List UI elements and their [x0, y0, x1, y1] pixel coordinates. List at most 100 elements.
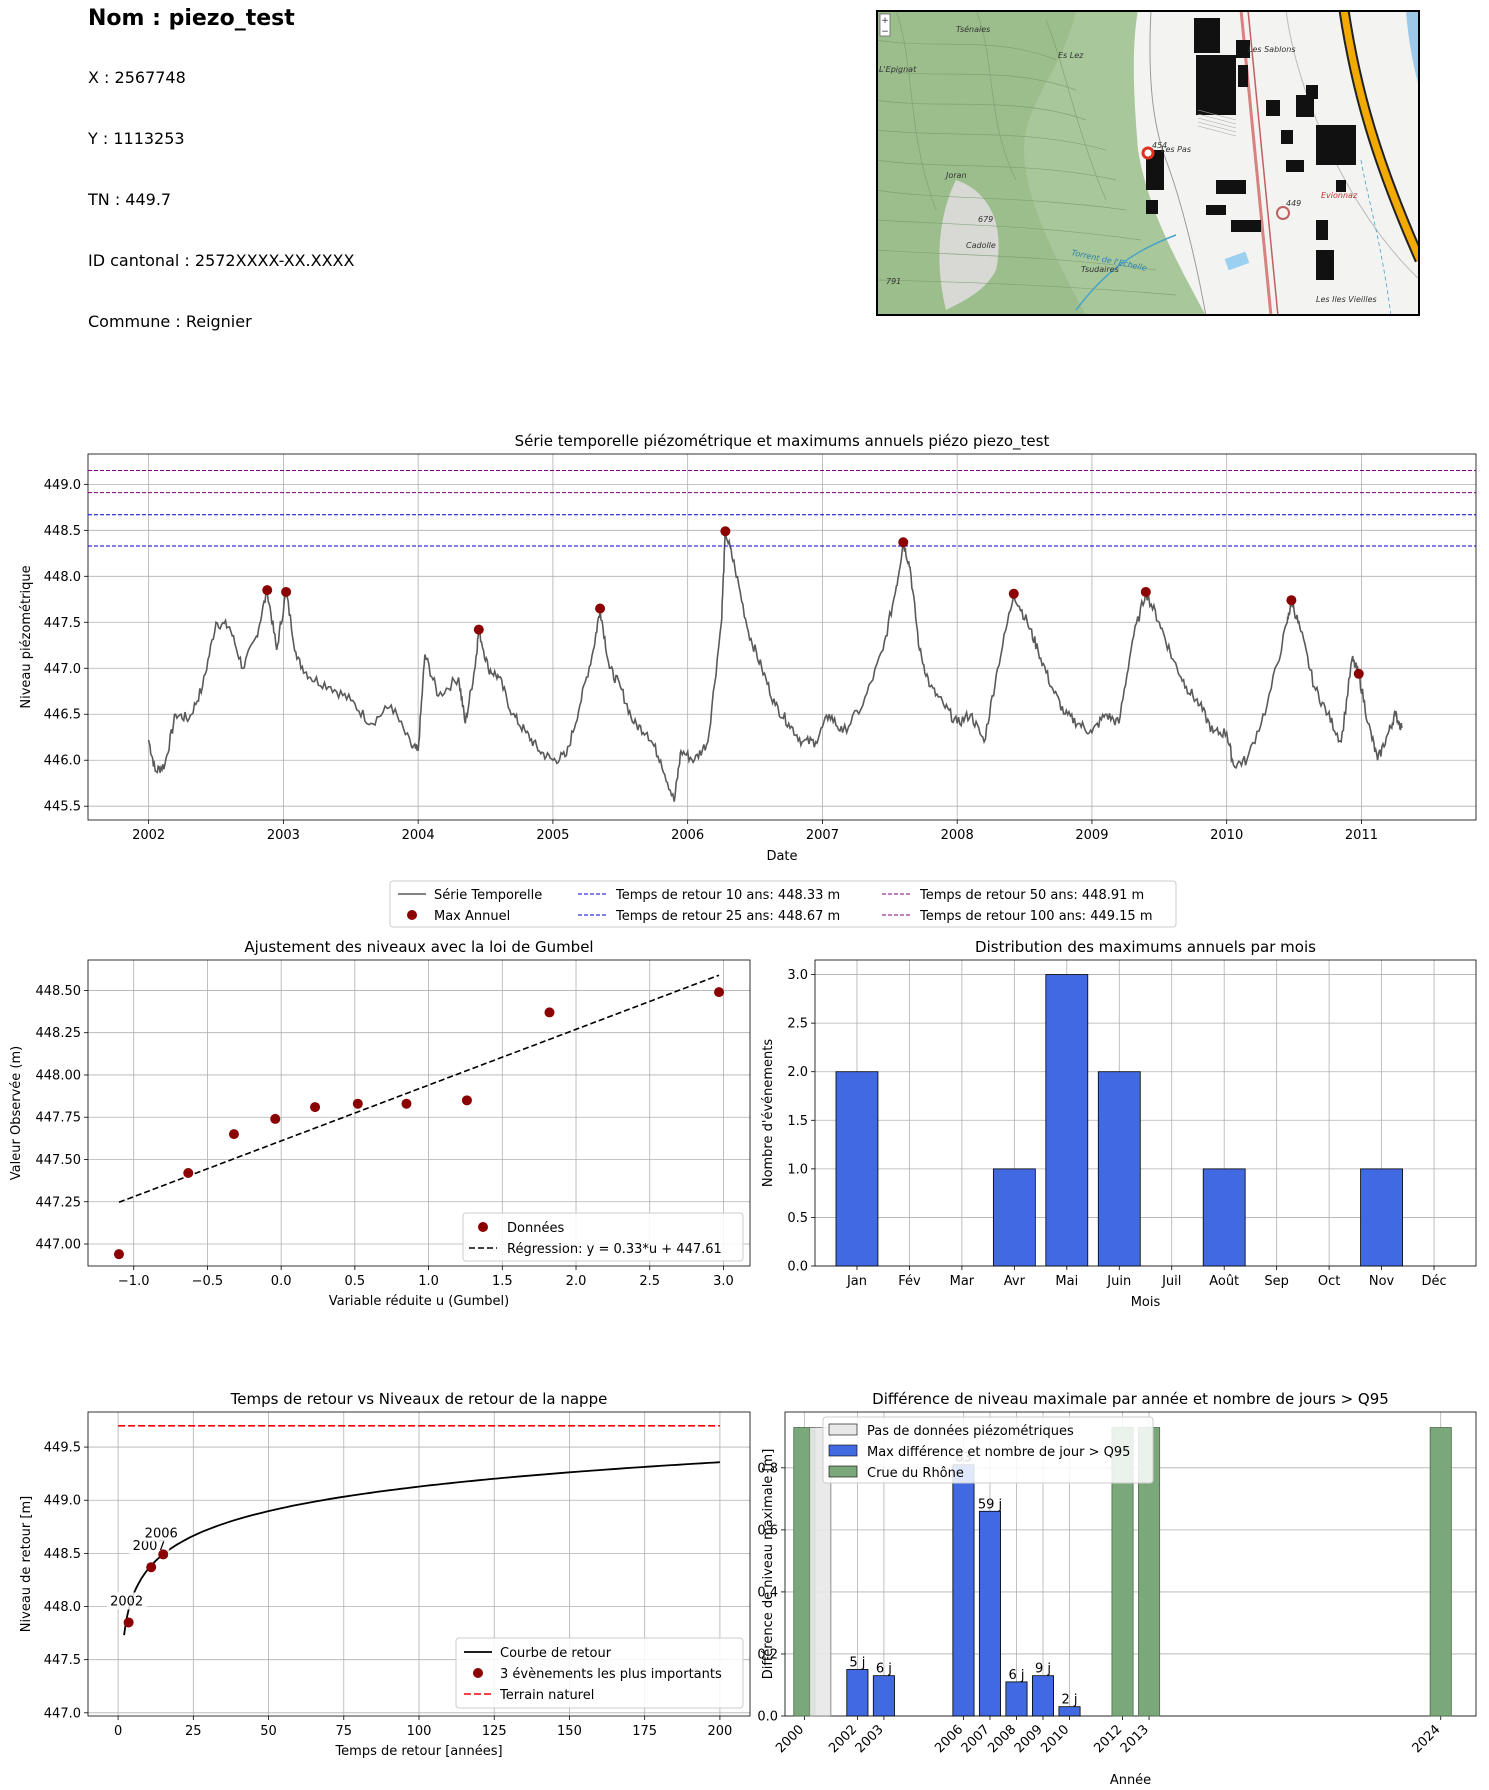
map-label: Les Sablons	[1248, 45, 1296, 54]
diff-bar	[1031, 1675, 1055, 1717]
map-label: 679	[978, 215, 993, 224]
x-tick-label: 2013	[1118, 1722, 1152, 1756]
diff-bar	[1058, 1706, 1081, 1717]
x-tick-label: 200	[707, 1724, 732, 1739]
x-tick-label: 2011	[1345, 828, 1378, 843]
bar-label: 2 j	[1062, 1693, 1078, 1708]
diff-bar	[846, 1669, 869, 1717]
map-label: 454	[1152, 141, 1167, 150]
x-tick-label: 25	[185, 1724, 202, 1739]
x-tick-label: 2.5	[639, 1274, 660, 1289]
annual-max-point	[720, 526, 731, 537]
legend-label: Max Annuel	[434, 909, 510, 924]
annual-max-point	[595, 603, 606, 614]
data-point	[113, 1249, 124, 1260]
crue-bar	[1429, 1427, 1452, 1717]
data-point	[544, 1007, 555, 1018]
month-bar	[992, 1168, 1036, 1267]
x-tick-label: 2007	[959, 1722, 993, 1756]
legend-label: Courbe de retour	[500, 1646, 612, 1661]
month-bar	[835, 1071, 879, 1267]
x-tick-label: 0.5	[345, 1274, 366, 1289]
diff-bar	[872, 1675, 895, 1717]
annual-max-point	[898, 537, 909, 548]
y-tick-label: 448.0	[44, 570, 81, 585]
x-tick-label: 1.5	[492, 1274, 513, 1289]
month-bar	[1360, 1168, 1403, 1267]
bar-label: 5 j	[849, 1655, 865, 1670]
y-tick-label: 448.0	[44, 1600, 81, 1615]
annual-max-point	[473, 624, 484, 635]
legend-box	[462, 1212, 744, 1262]
x-tick-label: 2003	[853, 1722, 887, 1756]
y-tick-label: 1.0	[787, 1162, 808, 1177]
x-tick-label: Juin	[1106, 1274, 1131, 1289]
map-label: 449	[1286, 199, 1301, 208]
commune: Commune : Reignier	[88, 312, 252, 331]
y-tick-label: 0.8	[757, 1461, 778, 1476]
plot-frame	[87, 453, 1477, 821]
x-tick-label: 2008	[941, 828, 974, 843]
y-axis-label: Valeur Observée (m)	[9, 1046, 24, 1180]
y-tick-label: 3.0	[787, 968, 808, 983]
data-point	[310, 1102, 321, 1113]
map-zoom-in-button[interactable]: +	[881, 16, 889, 26]
no-data-bar	[809, 1427, 832, 1717]
series-line-serie-temporelle	[147, 531, 1403, 802]
bar-label: 59 j	[978, 1497, 1002, 1512]
data-point	[352, 1098, 363, 1109]
legend-label: Max différence et nombre de jour > Q95	[867, 1445, 1130, 1460]
piezo-name: Nom : piezo_test	[88, 6, 295, 31]
x-tick-label: 2006	[671, 828, 704, 843]
x-tick-label: Fév	[898, 1274, 921, 1289]
y-axis-label: Nombre d'événements	[761, 1039, 776, 1188]
legend-swatch	[473, 1668, 483, 1678]
map-label: Les Iles Vieilles	[1316, 295, 1377, 304]
legend-swatch	[828, 1423, 858, 1436]
x-tick-label: 2002	[826, 1722, 860, 1756]
y-tick-label: 447.25	[36, 1195, 82, 1210]
regression-line	[118, 974, 720, 1204]
x-tick-label: Avr	[1004, 1274, 1026, 1289]
map-label: Tsudaires	[1081, 265, 1119, 274]
event-label: 2002	[110, 1594, 143, 1609]
x-tick-label: Oct	[1318, 1274, 1340, 1289]
x-axis-label: Variable réduite u (Gumbel)	[329, 1294, 510, 1309]
bar-label: 9 j	[1035, 1662, 1051, 1677]
x-tick-label: 2004	[402, 828, 435, 843]
x-tick-label: 2003	[267, 828, 300, 843]
y-tick-label: 447.5	[44, 616, 81, 631]
location-map[interactable]: + − Tsénaies Es Lez L'Epignat Les Sablon…	[876, 10, 1420, 316]
map-label: Joran	[944, 171, 967, 180]
x-tick-label: Mar	[950, 1274, 975, 1289]
y-tick-label: 445.5	[44, 800, 81, 815]
coord-x: X : 2567748	[88, 68, 186, 87]
plot-frame	[87, 1411, 751, 1717]
legend-label: Pas de données piézométriques	[867, 1424, 1074, 1439]
legend-box	[455, 1637, 744, 1709]
x-tick-label: 0	[114, 1724, 122, 1739]
y-tick-label: 0.4	[757, 1585, 778, 1600]
x-tick-label: 175	[632, 1724, 657, 1739]
diff-bar	[1005, 1681, 1028, 1717]
map-zoom-out-button[interactable]: −	[881, 27, 889, 37]
y-tick-label: 2.0	[787, 1065, 808, 1080]
legend-swatch	[828, 1444, 858, 1457]
x-tick-label: 2007	[806, 828, 839, 843]
diff-bar	[952, 1464, 975, 1717]
map-label: L'Epignat	[879, 65, 917, 74]
y-tick-label: 448.5	[44, 1547, 81, 1562]
x-tick-label: −1.0	[118, 1274, 150, 1289]
legend-label: Crue du Rhône	[867, 1466, 964, 1481]
data-point	[714, 987, 725, 998]
y-tick-label: 447.5	[44, 1653, 81, 1668]
diff-bar	[978, 1510, 1001, 1717]
coord-y: Y : 1113253	[88, 129, 185, 148]
legend-label: Série Temporelle	[434, 888, 542, 903]
bar-label: 6 j	[1008, 1668, 1024, 1683]
event-label-bg	[141, 1524, 182, 1542]
x-tick-label: 2006	[932, 1722, 966, 1756]
x-tick-label: 2012	[1091, 1722, 1125, 1756]
map-label: 791	[886, 277, 901, 286]
legend-label: Temps de retour 10 ans: 448.33 m	[615, 888, 840, 903]
